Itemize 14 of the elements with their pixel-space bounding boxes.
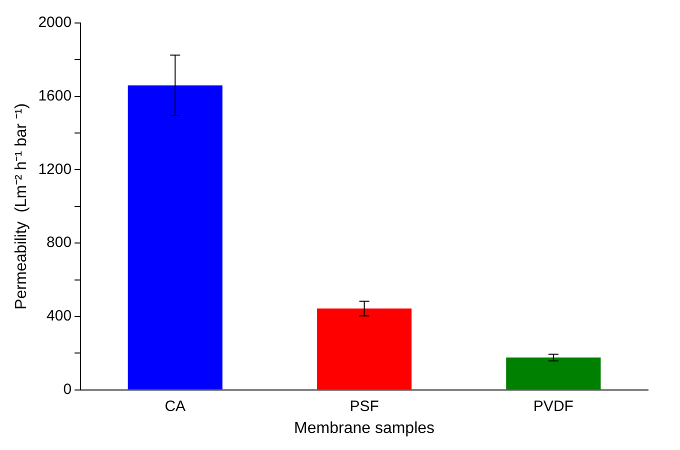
x-axis-title: Membrane samples xyxy=(294,420,435,437)
x-tick-label: CA xyxy=(164,398,186,415)
bar xyxy=(317,308,412,390)
y-tick-label: 400 xyxy=(46,308,72,325)
y-tick-label: 0 xyxy=(63,380,72,398)
y-axis-title: Permeability (Lm⁻² h⁻¹ bar ⁻¹) xyxy=(13,103,30,310)
x-tick-label: PSF xyxy=(350,398,379,415)
y-tick-label: 1200 xyxy=(38,160,72,178)
bar xyxy=(128,85,222,390)
y-tick-label: 1600 xyxy=(38,88,72,104)
x-tick-label: PVDF xyxy=(533,398,574,415)
bar xyxy=(506,358,601,390)
y-tick-label: 800 xyxy=(46,234,72,252)
y-tick-label: 2000 xyxy=(38,14,72,32)
